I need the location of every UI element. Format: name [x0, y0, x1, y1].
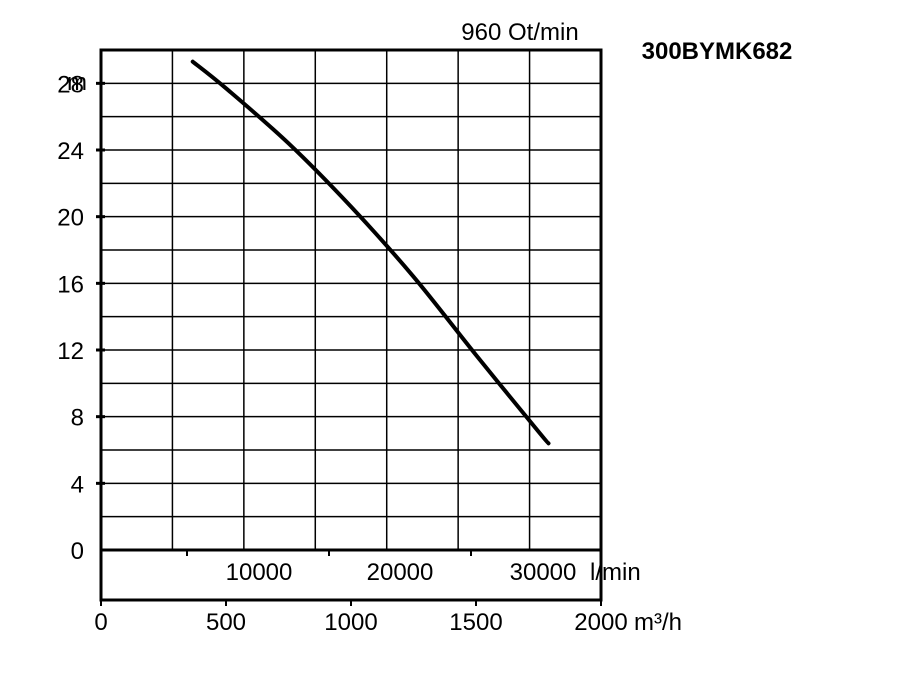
- y-tick-label: 4: [71, 471, 84, 498]
- y-tick-label: 20: [57, 205, 84, 232]
- x-lmin-tick-label: 10000: [226, 559, 293, 586]
- y-tick-label: 8: [71, 405, 84, 432]
- y-tick-label: 16: [57, 271, 84, 298]
- x-lmin-tick-label: 30000: [510, 559, 577, 586]
- x-m3h-tick-label: 2000: [574, 609, 627, 636]
- y-tick-label: 12: [57, 338, 84, 365]
- y-axis-ticks: 0 4 8 12 16 20 24 28: [57, 71, 84, 565]
- grid: [96, 48, 603, 606]
- x-lmin-unit-label: l/min: [590, 559, 641, 586]
- x-m3h-unit-label: m³/h: [634, 609, 682, 636]
- x-m3h-tick-label: 500: [206, 609, 246, 636]
- x-axis-lmin-ticks: 10000 20000 30000 l/min: [226, 559, 641, 586]
- x-m3h-tick-label: 0: [94, 609, 107, 636]
- y-tick-label: 0: [71, 538, 84, 565]
- plot-frame: [99, 48, 603, 602]
- series-line: [190, 59, 551, 446]
- y-unit-label: m: [67, 69, 87, 96]
- speed-label: 960 Ot/min: [461, 19, 578, 46]
- x-axis-m3h-ticks: 0 500 1000 1500 2000 m³/h: [94, 609, 682, 636]
- x-lmin-tick-label: 20000: [367, 559, 434, 586]
- x-m3h-tick-label: 1000: [324, 609, 377, 636]
- y-tick-label: 24: [57, 138, 84, 165]
- model-title: 300BYMK682: [642, 38, 793, 65]
- y-tick-label: 28: [57, 71, 84, 98]
- x-m3h-tick-label: 1500: [449, 609, 502, 636]
